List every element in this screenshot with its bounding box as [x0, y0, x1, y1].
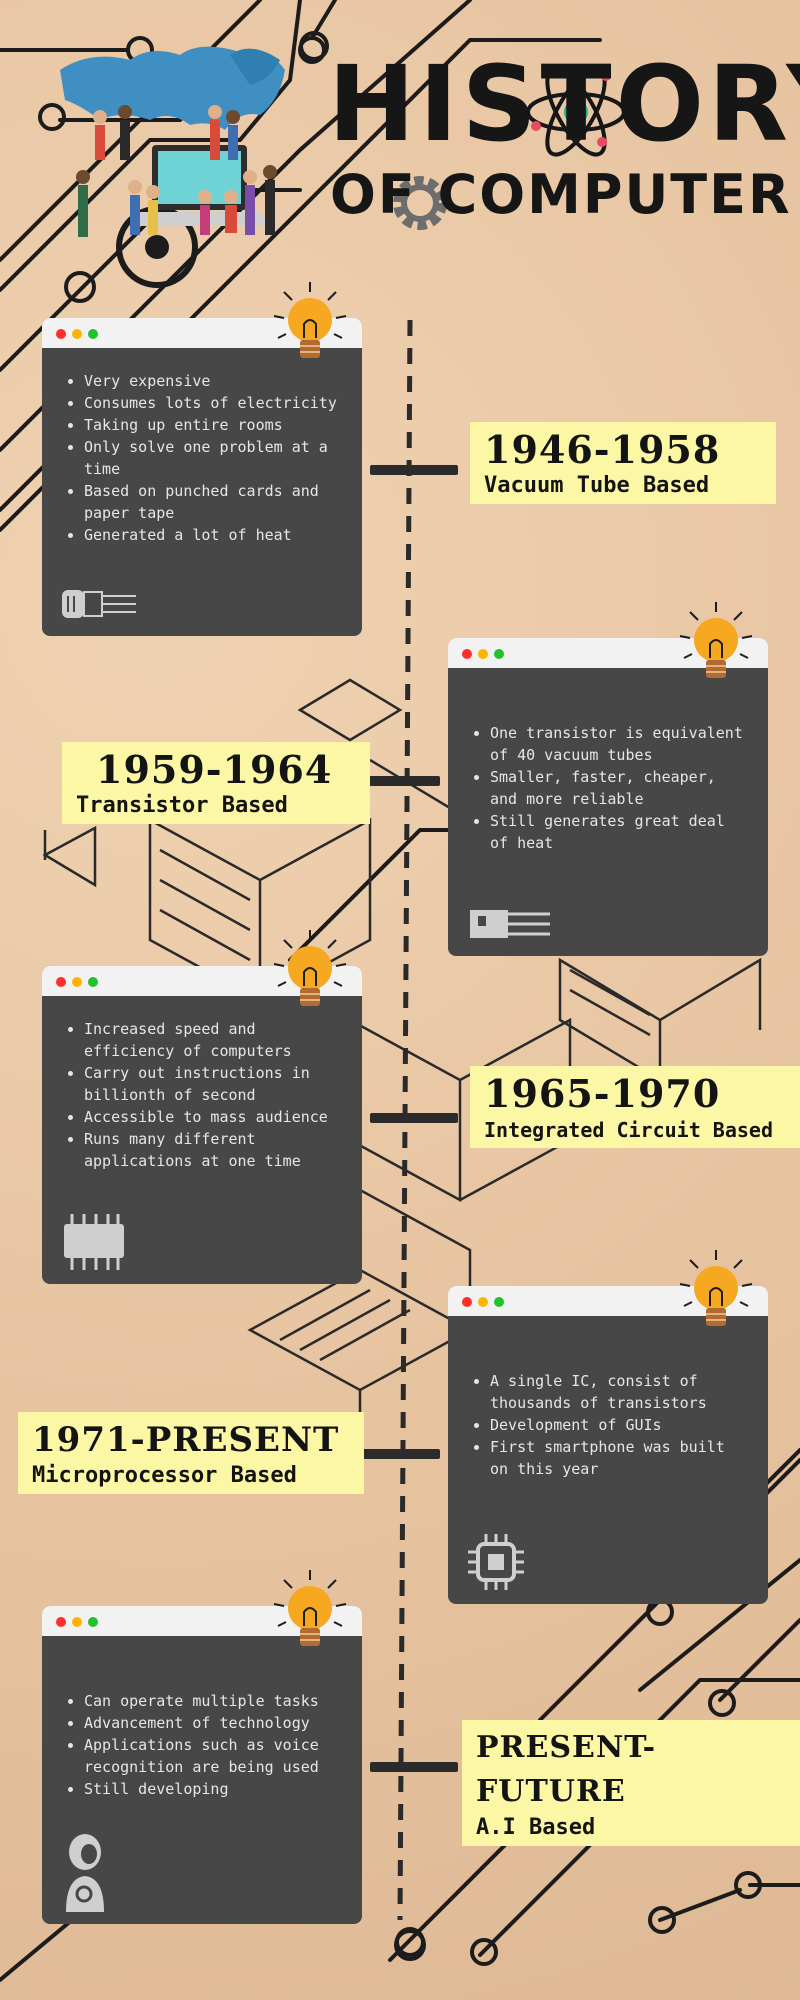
- maximize-dot: [494, 1297, 504, 1307]
- close-dot: [56, 1617, 66, 1627]
- era-years: 1959-1964: [96, 747, 333, 792]
- list-item: A single IC, consist of thousands of tra…: [490, 1370, 750, 1414]
- atom-icon: [526, 67, 626, 157]
- maximize-dot: [88, 977, 98, 987]
- era-points: Increased speed and efficiency of comput…: [42, 996, 362, 1172]
- list-item: Still developing: [84, 1778, 344, 1800]
- era-label-1946: 1946-1958 Vacuum Tube Based: [470, 422, 776, 504]
- era-label-1971: 1971-PRESENT Microprocessor Based: [18, 1412, 364, 1494]
- list-item: Very expensive: [84, 370, 344, 392]
- era-points: Very expensive Consumes lots of electric…: [42, 348, 362, 546]
- era-years: 1971-PRESENT: [32, 1420, 340, 1460]
- era-points: One transistor is equivalent of 40 vacuu…: [448, 668, 768, 854]
- minimize-dot: [72, 329, 82, 339]
- era-name: Vacuum Tube Based: [484, 473, 710, 498]
- transistor-icon: [470, 910, 550, 938]
- lightbulb-icon: [679, 602, 753, 678]
- list-item: Only solve one problem at a time: [84, 436, 344, 480]
- era-points: Can operate multiple tasks Advancement o…: [42, 1636, 362, 1800]
- lightbulb-icon: [273, 930, 347, 1006]
- list-item: Runs many different applications at one …: [84, 1128, 344, 1172]
- maximize-dot: [88, 329, 98, 339]
- robot-icon: [66, 1834, 104, 1912]
- microprocessor-icon: [468, 1534, 524, 1590]
- list-item: Generated a lot of heat: [84, 524, 344, 546]
- lightbulb-icon: [679, 1250, 753, 1326]
- page-subtitle: OF COMPUTER: [330, 163, 792, 226]
- page-title: HISTORY: [328, 43, 800, 165]
- era-years: 1965-1970: [484, 1071, 721, 1116]
- list-item: Applications such as voice recognition a…: [84, 1734, 344, 1778]
- era-years: 1946-1958: [484, 427, 721, 472]
- timeline-connector: [370, 1113, 458, 1123]
- integrated-circuit-icon: [64, 1214, 124, 1270]
- list-item: Increased speed and efficiency of comput…: [84, 1018, 344, 1062]
- minimize-dot: [72, 1617, 82, 1627]
- timeline-connector: [352, 1449, 440, 1459]
- list-item: First smartphone was built on this year: [490, 1436, 750, 1480]
- era-card-present: Can operate multiple tasks Advancement o…: [42, 1606, 362, 1924]
- era-name: A.I Based: [476, 1815, 596, 1840]
- list-item: Consumes lots of electricity: [84, 392, 344, 414]
- world-map-icon: [60, 46, 285, 130]
- list-item: Still generates great deal of heat: [490, 810, 750, 854]
- close-dot: [56, 977, 66, 987]
- list-item: One transistor is equivalent of 40 vacuu…: [490, 722, 750, 766]
- list-item: Carry out instructions in billionth of s…: [84, 1062, 344, 1106]
- era-label-1965: 1965-1970 Integrated Circuit Based: [470, 1066, 800, 1148]
- list-item: Advancement of technology: [84, 1712, 344, 1734]
- lightbulb-icon: [273, 1570, 347, 1646]
- timeline-connector: [352, 776, 440, 786]
- close-dot: [462, 1297, 472, 1307]
- timeline-connector: [370, 1762, 458, 1772]
- maximize-dot: [494, 649, 504, 659]
- maximize-dot: [88, 1617, 98, 1627]
- list-item: Development of GUIs: [490, 1414, 750, 1436]
- era-card-1946: Very expensive Consumes lots of electric…: [42, 318, 362, 636]
- era-years: PRESENT-FUTURE: [476, 1730, 657, 1809]
- minimize-dot: [72, 977, 82, 987]
- lightbulb-icon: [273, 282, 347, 358]
- list-item: Smaller, faster, cheaper, and more relia…: [490, 766, 750, 810]
- close-dot: [462, 649, 472, 659]
- timeline-connector: [370, 465, 458, 475]
- era-name: Integrated Circuit Based: [484, 1118, 773, 1142]
- minimize-dot: [478, 1297, 488, 1307]
- era-card-1959: One transistor is equivalent of 40 vacuu…: [448, 638, 768, 956]
- era-points: A single IC, consist of thousands of tra…: [448, 1316, 768, 1480]
- era-name: Microprocessor Based: [32, 1463, 297, 1488]
- era-label-1959: 1959-1964 Transistor Based: [62, 742, 370, 824]
- list-item: Based on punched cards and paper tape: [84, 480, 344, 524]
- close-dot: [56, 329, 66, 339]
- gear-icon: [393, 176, 447, 230]
- list-item: Accessible to mass audience: [84, 1106, 344, 1128]
- minimize-dot: [478, 649, 488, 659]
- era-label-present: PRESENT-FUTURE A.I Based: [462, 1720, 800, 1846]
- list-item: Taking up entire rooms: [84, 414, 344, 436]
- era-name: Transistor Based: [76, 793, 288, 818]
- people-illustration-icon: [76, 105, 277, 237]
- vacuum-tube-icon: [62, 590, 136, 618]
- list-item: Can operate multiple tasks: [84, 1690, 344, 1712]
